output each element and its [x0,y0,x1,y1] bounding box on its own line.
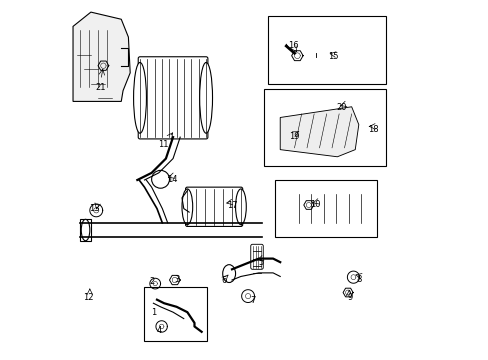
Ellipse shape [289,191,300,226]
Text: 3: 3 [174,275,179,284]
Ellipse shape [155,318,168,336]
Ellipse shape [182,189,192,225]
Polygon shape [80,219,91,241]
Text: 8: 8 [356,275,362,284]
Bar [267,16,385,84]
Ellipse shape [133,63,146,133]
Ellipse shape [222,265,235,283]
Text: 21: 21 [96,83,106,92]
Ellipse shape [235,189,246,225]
Text: 9: 9 [346,293,352,302]
Text: 7: 7 [250,296,256,305]
Bar [264,89,385,166]
Text: 17: 17 [227,201,238,210]
Text: 16: 16 [288,41,299,50]
Ellipse shape [81,219,90,241]
Text: 1: 1 [150,309,156,318]
Text: 5: 5 [258,258,263,267]
Ellipse shape [359,191,370,226]
Text: 13: 13 [89,204,100,213]
Text: 6: 6 [222,276,227,285]
FancyBboxPatch shape [297,193,363,225]
Text: 15: 15 [327,52,338,61]
Text: 14: 14 [167,175,177,184]
Ellipse shape [199,63,212,133]
FancyBboxPatch shape [138,57,207,139]
Text: 12: 12 [82,293,93,302]
Text: 18: 18 [368,125,378,134]
FancyBboxPatch shape [185,187,242,226]
Text: 2: 2 [149,276,154,285]
Bar [274,180,376,237]
Ellipse shape [151,170,169,188]
Text: 20: 20 [336,103,346,112]
Polygon shape [73,12,130,102]
Text: 11: 11 [158,140,168,149]
Text: 4: 4 [157,325,162,334]
Text: 19: 19 [289,132,299,141]
Polygon shape [280,107,358,157]
Polygon shape [315,53,329,60]
Text: 10: 10 [309,200,320,209]
FancyBboxPatch shape [250,244,263,269]
Bar [144,287,206,341]
